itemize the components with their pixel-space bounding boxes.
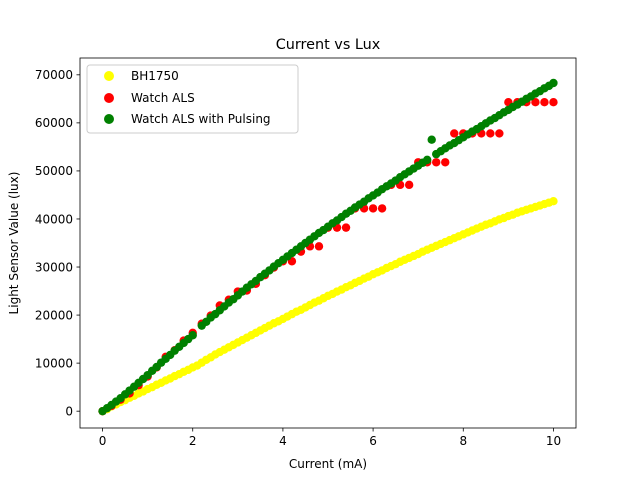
data-point xyxy=(450,129,459,138)
legend-marker-watch-als xyxy=(104,93,114,103)
x-axis-ticks: 0 2 4 6 8 10 xyxy=(99,428,561,448)
x-tick-label: 0 xyxy=(99,434,107,448)
data-point xyxy=(432,158,441,167)
y-axis-label: Light Sensor Value (lux) xyxy=(7,172,21,315)
data-point xyxy=(531,98,540,107)
data-point xyxy=(314,242,324,251)
data-points xyxy=(98,78,558,416)
legend: BH1750 Watch ALS Watch ALS with Pulsing xyxy=(86,64,299,134)
data-point xyxy=(368,204,378,213)
legend-label-watch-als: Watch ALS xyxy=(131,91,195,105)
data-point xyxy=(423,155,432,165)
data-point xyxy=(486,129,495,138)
y-axis-ticks: 0 10000 20000 30000 40000 50000 60000 70000 xyxy=(35,68,80,418)
data-point xyxy=(540,98,549,107)
data-point xyxy=(341,223,351,232)
legend-label-bh1750: BH1750 xyxy=(131,69,179,83)
data-point xyxy=(549,78,558,88)
y-tick-label: 40000 xyxy=(35,212,73,226)
data-point xyxy=(495,129,504,138)
x-tick-label: 2 xyxy=(189,434,197,448)
y-tick-label: 20000 xyxy=(35,308,73,322)
data-point xyxy=(404,180,414,190)
x-tick-label: 6 xyxy=(369,434,377,448)
data-point xyxy=(441,158,450,167)
y-tick-label: 70000 xyxy=(35,68,73,82)
legend-marker-bh1750 xyxy=(104,71,114,81)
y-tick-label: 0 xyxy=(65,404,73,418)
y-tick-label: 30000 xyxy=(35,260,73,274)
data-point xyxy=(549,196,558,206)
y-tick-label: 50000 xyxy=(35,164,73,178)
chart-title: Current vs Lux xyxy=(276,37,381,53)
data-point xyxy=(188,331,197,340)
x-axis-label: Current (mA) xyxy=(289,457,367,471)
x-tick-label: 10 xyxy=(546,434,561,448)
data-point xyxy=(427,135,436,144)
y-tick-label: 10000 xyxy=(35,356,73,370)
legend-label-watch-als-pulsing: Watch ALS with Pulsing xyxy=(131,112,271,126)
legend-marker-watch-als-pulsing xyxy=(104,114,114,124)
legend-box xyxy=(86,64,299,134)
x-tick-label: 4 xyxy=(279,434,287,448)
data-point xyxy=(549,98,558,107)
data-point xyxy=(377,204,387,213)
y-tick-label: 60000 xyxy=(35,116,73,130)
series-2 xyxy=(98,78,558,416)
plot-frame xyxy=(79,57,577,429)
x-tick-label: 8 xyxy=(459,434,467,448)
